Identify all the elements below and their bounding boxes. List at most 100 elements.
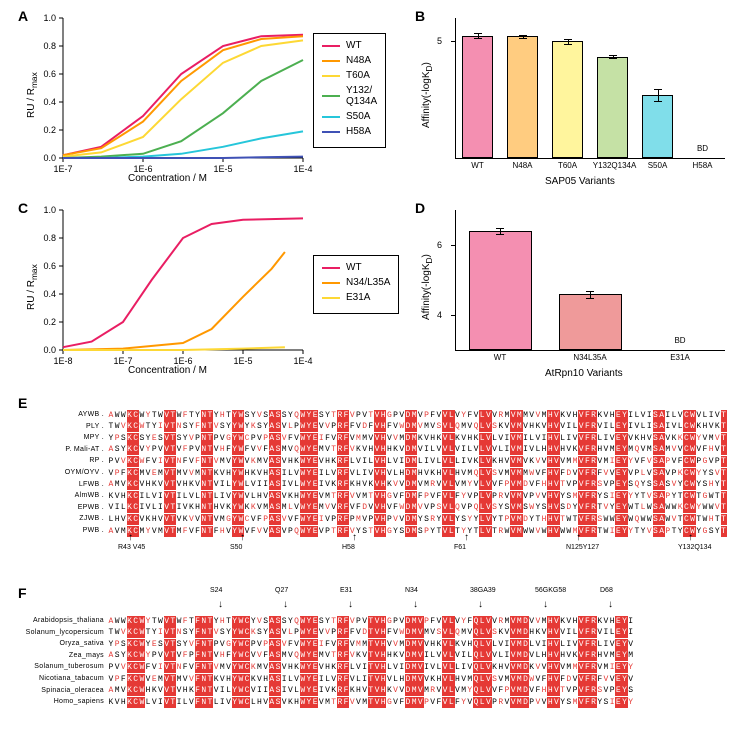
- arrow-label: S50: [230, 544, 242, 551]
- panel-b-label: B: [415, 8, 425, 24]
- bar: [597, 57, 629, 159]
- alignment-row: ZJWB .LHVKCVKHVVTVKVVNTVMGYWCVFPASVVFWYE…: [18, 513, 727, 525]
- bar-category: T60A: [548, 161, 588, 170]
- legend-item: Y132/ Q134A: [322, 85, 377, 107]
- arrow-icon: ↑: [352, 532, 357, 543]
- arrow-icon: ↓: [543, 599, 548, 610]
- svg-text:1E-5: 1E-5: [213, 164, 232, 174]
- arrow-label: 38GA39: [470, 587, 496, 594]
- svg-text:1.0: 1.0: [43, 13, 56, 23]
- alignment-row: MPY .YPSKCSYESVTSYVPNTPVGYWCPVPASVFVWYEI…: [18, 432, 727, 444]
- chart-c-svg: 0.00.20.40.60.81.01E-81E-71E-61E-51E-4: [63, 210, 303, 350]
- alignment-row: OYM/OYV .VPFKCMVEMVTMVVMNTKVHYWHKVHASILV…: [18, 467, 727, 479]
- arrow-icon: ↓: [348, 599, 353, 610]
- alignment-row: AlmWB .KVHKCILVIVTILVLNTLIVYWVLHVASVKHWY…: [18, 490, 727, 502]
- species-name: LFWB .: [18, 479, 108, 490]
- bar-category: E31A: [645, 353, 716, 362]
- species-name: AlmWB .: [18, 490, 108, 501]
- species-name: Homo_sapiens: [18, 696, 108, 707]
- y-label-c: RU / Rmax: [26, 264, 39, 310]
- alignment-row: Arabidopsis_thalianaAWWKCWYTWVTWFTFNTYHT…: [18, 615, 634, 627]
- chart-a: 0.00.20.40.60.81.01E-71E-61E-51E-4: [63, 18, 303, 158]
- panel-a-label: A: [18, 8, 28, 24]
- alignment-row: Zea_maysASYKCWYPVVTVFPFNTVHFYWCVVFASMVQW…: [18, 650, 634, 662]
- species-name: EPWB .: [18, 502, 108, 513]
- alignment-row: P. Mali-AT .ASYKCVYPVVTVFPVNTVHFYWFVVFAS…: [18, 444, 727, 456]
- svg-text:0.0: 0.0: [43, 153, 56, 163]
- species-name: Zea_mays: [18, 650, 108, 661]
- species-name: ZJWB .: [18, 513, 108, 524]
- chart-b: 5WTN48AT60AY132Q134AS50ABDH58A: [455, 18, 725, 158]
- legend-item: T60A: [322, 70, 377, 81]
- alignment-row: Homo_sapiensKVHKCWLVIVTILVFNTLIVYWCLHVAS…: [18, 696, 634, 708]
- legend-item: N48A: [322, 55, 377, 66]
- alignment-row: Spinacia_oleraceaAMVKCWHKVVTVHKFNTVILYWC…: [18, 685, 634, 697]
- svg-text:1E-8: 1E-8: [53, 356, 72, 366]
- chart-a-svg: 0.00.20.40.60.81.01E-71E-61E-51E-4: [63, 18, 303, 158]
- bar-category: WT: [458, 161, 498, 170]
- alignment-row: Nicotiana_tabacumVPFKCWVEMVTMVVFNTKVHYWC…: [18, 673, 634, 685]
- arrow-label: Q27: [275, 587, 288, 594]
- species-name: Spinacia_oleracea: [18, 685, 108, 696]
- y-label-b: Affinity(-logKD): [421, 62, 434, 128]
- bar: [642, 95, 674, 158]
- svg-text:0.2: 0.2: [43, 125, 56, 135]
- svg-text:0.4: 0.4: [43, 97, 56, 107]
- svg-text:0.6: 0.6: [43, 69, 56, 79]
- species-name: OYM/OYV .: [18, 467, 108, 478]
- panel-b: B 5WTN48AT60AY132Q134AS50ABDH58A SAP05 V…: [415, 8, 735, 188]
- bar: [559, 294, 622, 350]
- legend-item: WT: [322, 40, 377, 51]
- alignment-row: EPWB .VILKCIVLIVTIVKHNTHVKYWKKVMASMLVWYE…: [18, 502, 727, 514]
- alignment-row: PLY .TWVKCWTYIVTNSYFNTVSYYWYKSYASVLPWYEV…: [18, 421, 727, 433]
- svg-text:0.8: 0.8: [43, 233, 56, 243]
- alignment-f: Arabidopsis_thalianaAWWKCWYTWVTWFTFNTYHT…: [18, 615, 634, 708]
- arrow-icon: ↓: [283, 599, 288, 610]
- arrow-icon: ↓: [413, 599, 418, 610]
- bar-category: N48A: [503, 161, 543, 170]
- arrow-label: S24: [210, 587, 222, 594]
- alignment-row: LFWB .AMVKCVHKVVTVHKVNTVILYWLVIIASIVLWYE…: [18, 479, 727, 491]
- bar-category: N34L35A: [555, 353, 626, 362]
- bd-label: BD: [687, 144, 719, 153]
- species-name: MPY .: [18, 432, 108, 443]
- species-name: Solanum_tuberosum: [18, 661, 108, 672]
- arrow-icon: ↑: [464, 532, 469, 543]
- panel-d: D 46WTN34L35ABDE31A AtRpn10 Variants Aff…: [415, 200, 735, 380]
- alignment-row: Solanum_tuberosumPVVKCWFVIVTNFVFNTVMVYWC…: [18, 661, 634, 673]
- svg-text:1E-7: 1E-7: [53, 164, 72, 174]
- x-label-d: AtRpn10 Variants: [545, 368, 623, 379]
- panel-c-label: C: [18, 200, 28, 216]
- arrow-label: H58: [342, 544, 355, 551]
- chart-c: 0.00.20.40.60.81.01E-81E-71E-61E-51E-4: [63, 210, 303, 350]
- alignment-row: AYWB .AWWKCWYTWVTWFTYNTYHTYWSYVSASSYQWYE…: [18, 409, 727, 421]
- svg-text:0.2: 0.2: [43, 317, 56, 327]
- alignment-e: AYWB .AWWKCWYTWVTWFTYNTYHTYWSYVSASSYQWYE…: [18, 409, 727, 537]
- bar-category: S50A: [638, 161, 678, 170]
- svg-text:0.8: 0.8: [43, 41, 56, 51]
- svg-text:1.0: 1.0: [43, 205, 56, 215]
- arrow-icon: ↓: [608, 599, 613, 610]
- species-name: PWB .: [18, 525, 108, 536]
- legend-item: E31A: [322, 292, 390, 303]
- arrow-icon: ↑: [688, 532, 693, 543]
- bar: [552, 41, 584, 158]
- arrow-label: E31: [340, 587, 352, 594]
- arrow-icon: ↓: [218, 599, 223, 610]
- alignment-row: Oryza_sativaYPSKCWYESVTSYVFNTPVGYWCPVPAS…: [18, 638, 634, 650]
- arrow-icon: ↑: [240, 532, 245, 543]
- y-label-d: Affinity(-logKD): [421, 254, 434, 320]
- legend-a: WTN48AT60AY132/ Q134AS50AH58A: [313, 33, 386, 148]
- svg-text:1E-5: 1E-5: [233, 356, 252, 366]
- bar: [507, 36, 539, 158]
- species-name: RP .: [18, 455, 108, 466]
- svg-text:0.6: 0.6: [43, 261, 56, 271]
- species-name: AYWB .: [18, 409, 108, 420]
- bar-category: WT: [465, 353, 536, 362]
- species-name: Solanum_lycopersicum: [18, 627, 108, 638]
- panel-f-label: F: [18, 585, 27, 601]
- arrow-label: F61: [454, 544, 466, 551]
- svg-text:0.0: 0.0: [43, 345, 56, 355]
- arrow-label: N125Y127: [566, 544, 599, 551]
- bar: [462, 36, 494, 159]
